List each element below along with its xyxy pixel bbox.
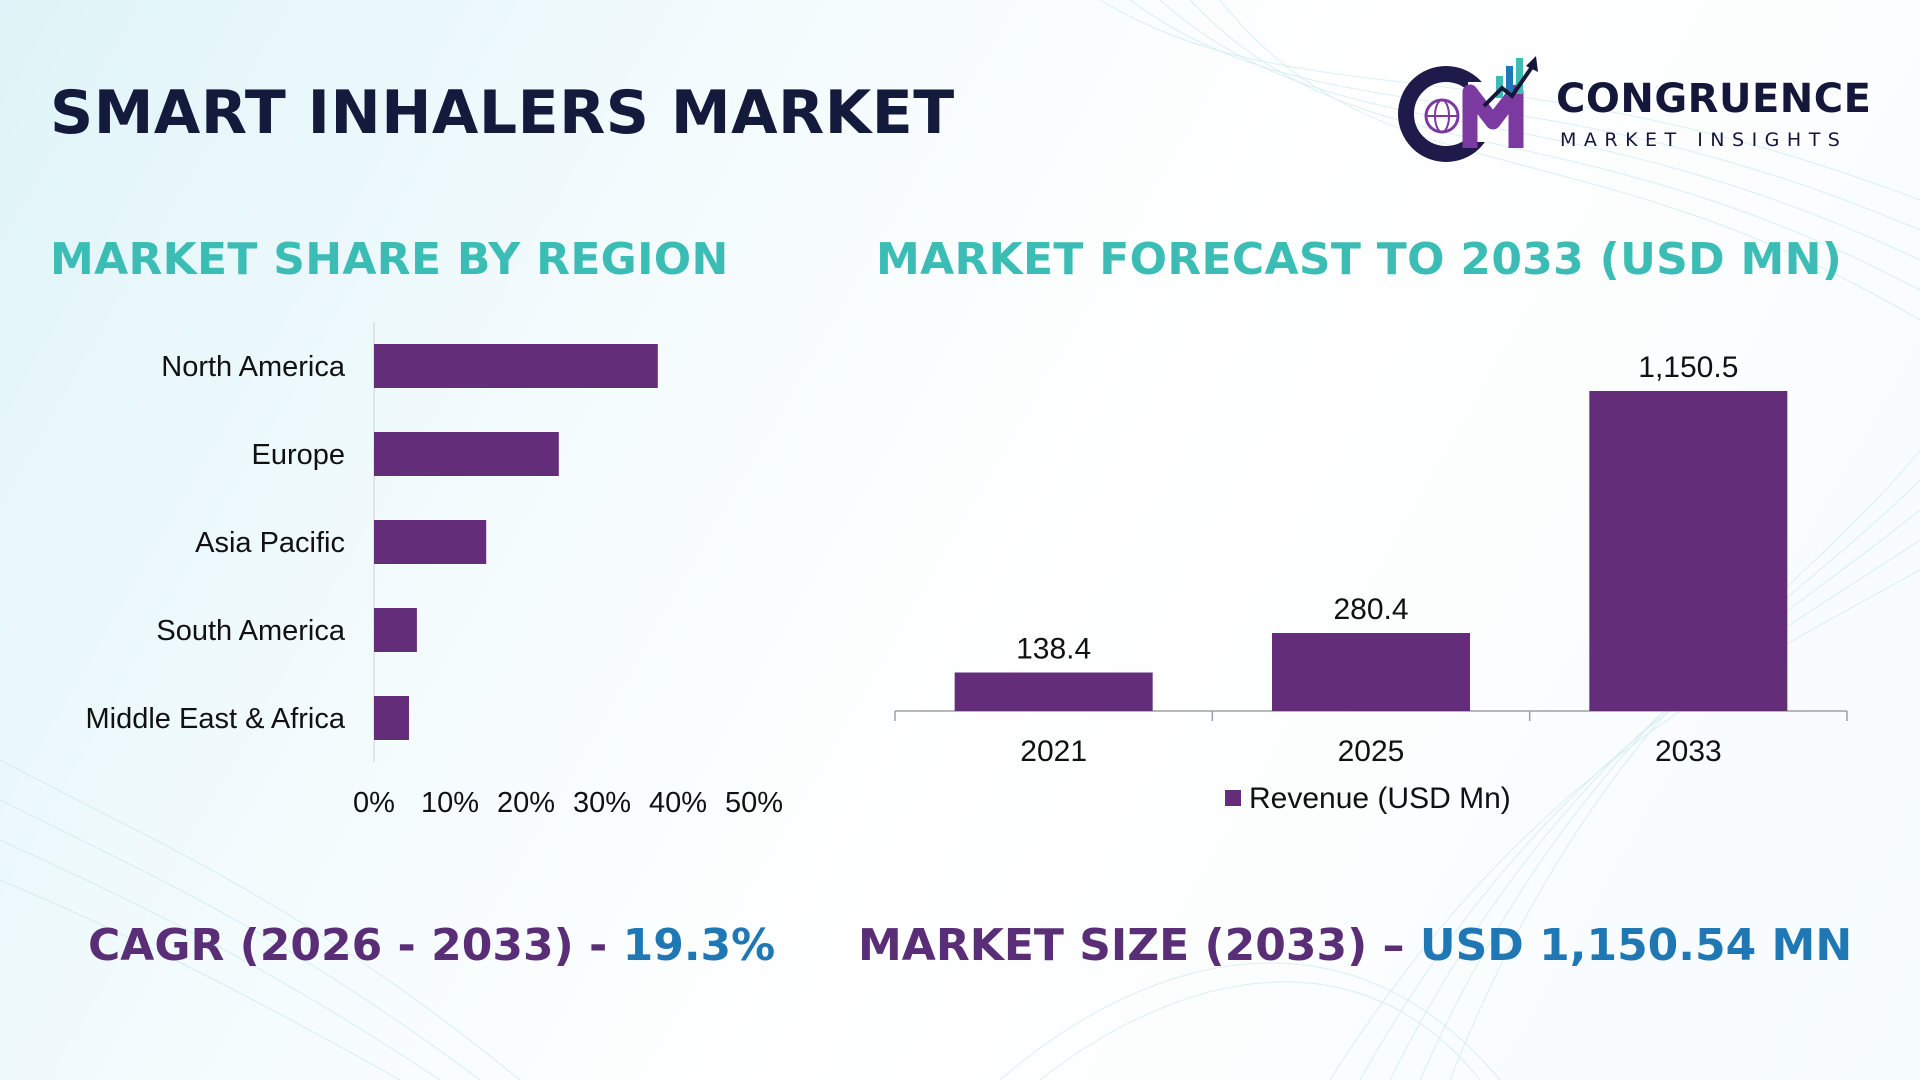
- region-label: Europe: [251, 439, 345, 471]
- forecast-bar: [954, 672, 1153, 711]
- region-label: Middle East & Africa: [86, 703, 346, 735]
- forecast-category-label: 2025: [1338, 735, 1405, 768]
- region-tick-label: 40%: [649, 787, 707, 819]
- region-bar: [374, 520, 487, 564]
- region-label: Asia Pacific: [195, 527, 345, 559]
- forecast-category-label: 2021: [1020, 735, 1087, 768]
- cagr-value: 19.3%: [622, 920, 776, 971]
- region-bar: [374, 696, 409, 740]
- region-tick-label: 20%: [497, 787, 555, 819]
- cagr-stat: CAGR (2026 - 2033) - 19.3%: [88, 920, 775, 971]
- market-size-stat: MARKET SIZE (2033) – USD 1,150.54 MN: [858, 920, 1852, 971]
- region-bar: [374, 432, 559, 476]
- region-tick-label: 10%: [421, 787, 479, 819]
- logo-tagline: MARKET INSIGHTS: [1560, 129, 1848, 151]
- company-logo: CONGRUENCE MARKET INSIGHTS: [1398, 52, 1873, 162]
- region-tick-label: 30%: [573, 787, 631, 819]
- region-tick-label: 0%: [353, 787, 395, 819]
- market-size-label: MARKET SIZE (2033) –: [858, 920, 1420, 971]
- logo-name: CONGRUENCE: [1556, 76, 1872, 122]
- legend-label: Revenue (USD Mn): [1249, 782, 1511, 815]
- forecast-bar: [1589, 391, 1788, 711]
- forecast-data-label: 1,150.5: [1638, 351, 1738, 384]
- forecast-category-label: 2033: [1655, 735, 1722, 768]
- forecast-data-label: 280.4: [1333, 593, 1408, 626]
- forecast-bar: [1272, 633, 1470, 711]
- forecast-title: MARKET FORECAST TO 2033 (USD MN): [876, 234, 1843, 285]
- region-bar: [374, 608, 417, 652]
- region-label: South America: [156, 615, 345, 647]
- legend-swatch: [1225, 790, 1241, 806]
- region-share-title: MARKET SHARE BY REGION: [50, 234, 729, 285]
- logo-emblem-icon: [1398, 56, 1538, 162]
- market-size-value: USD 1,150.54 MN: [1419, 920, 1853, 971]
- cagr-label: CAGR (2026 - 2033) -: [88, 920, 623, 971]
- region-tick-label: 50%: [725, 787, 783, 819]
- region-bar: [374, 344, 658, 388]
- page-title: SMART INHALERS MARKET: [50, 78, 955, 148]
- forecast-data-label: 138.4: [1016, 633, 1091, 666]
- region-label: North America: [161, 351, 346, 383]
